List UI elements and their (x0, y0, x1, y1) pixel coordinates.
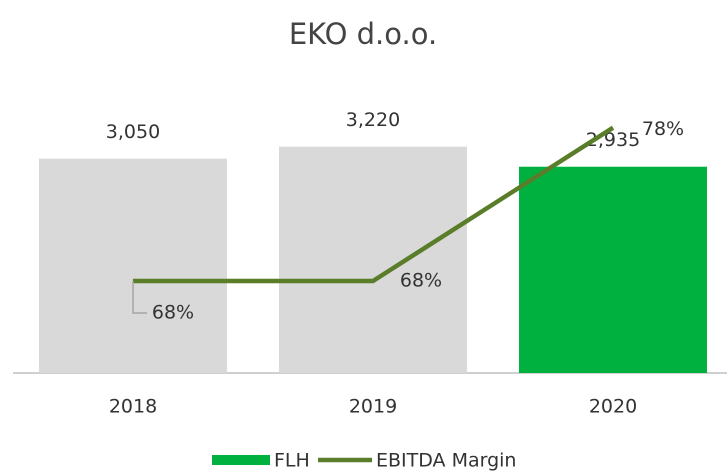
line-label: 68% (152, 302, 194, 324)
bar (279, 146, 467, 373)
legend-swatch (212, 455, 270, 465)
chart-title: EKO d.o.o. (289, 17, 437, 51)
x-tick-label: 2020 (589, 396, 637, 418)
line-label: 68% (400, 270, 442, 292)
line-label: 78% (642, 118, 684, 140)
line (133, 125, 615, 284)
bar-label: 3,050 (106, 121, 160, 143)
legend-label: EBITDA Margin (376, 450, 516, 471)
x-tick-label: 2019 (349, 396, 397, 418)
x-tick-label: 2018 (109, 396, 157, 418)
legend-label: FLH (274, 450, 310, 471)
bar (519, 166, 707, 373)
bar (39, 158, 227, 373)
bar-label: 3,220 (346, 109, 400, 131)
leader-line (132, 281, 147, 314)
